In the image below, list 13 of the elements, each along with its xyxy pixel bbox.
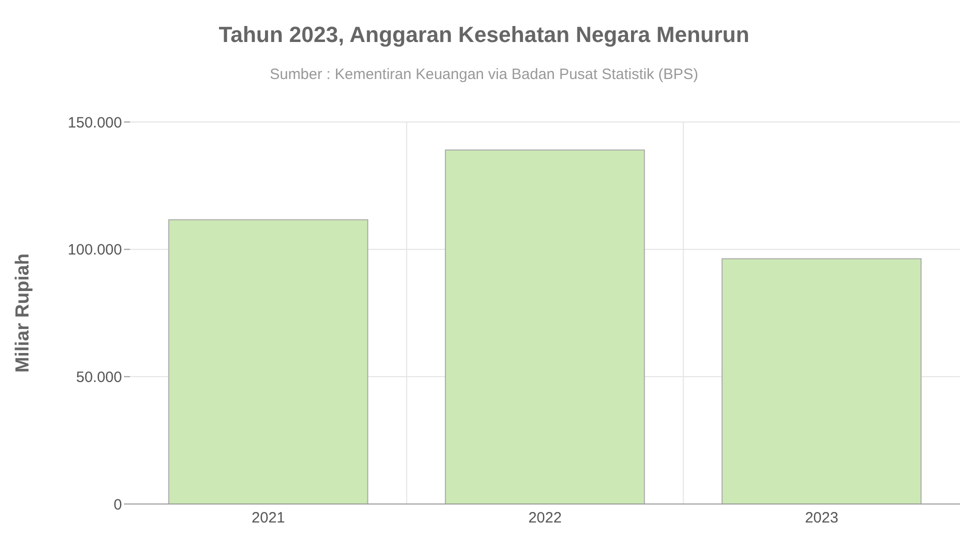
y-axis-title: Miliar Rupiah	[12, 253, 34, 373]
y-tick-label: 0	[114, 496, 122, 514]
x-tick-label: 2023	[804, 510, 838, 527]
bar	[168, 219, 368, 504]
chart-title: Tahun 2023, Anggaran Kesehatan Negara Menurun	[218, 21, 750, 49]
x-tick-label: 2021	[252, 510, 286, 527]
y-tick-label: 50.000	[76, 368, 122, 386]
bar	[444, 150, 645, 504]
y-tick-label: 100.000	[68, 242, 122, 259]
chart-subtitle: Sumber : Kementiran Keuangan via Badan Pusat Statistik (BPS)	[268, 66, 700, 85]
y-tick-label: 150.000	[68, 114, 122, 132]
x-tick-label: 2022	[528, 510, 562, 527]
bar	[722, 258, 922, 504]
